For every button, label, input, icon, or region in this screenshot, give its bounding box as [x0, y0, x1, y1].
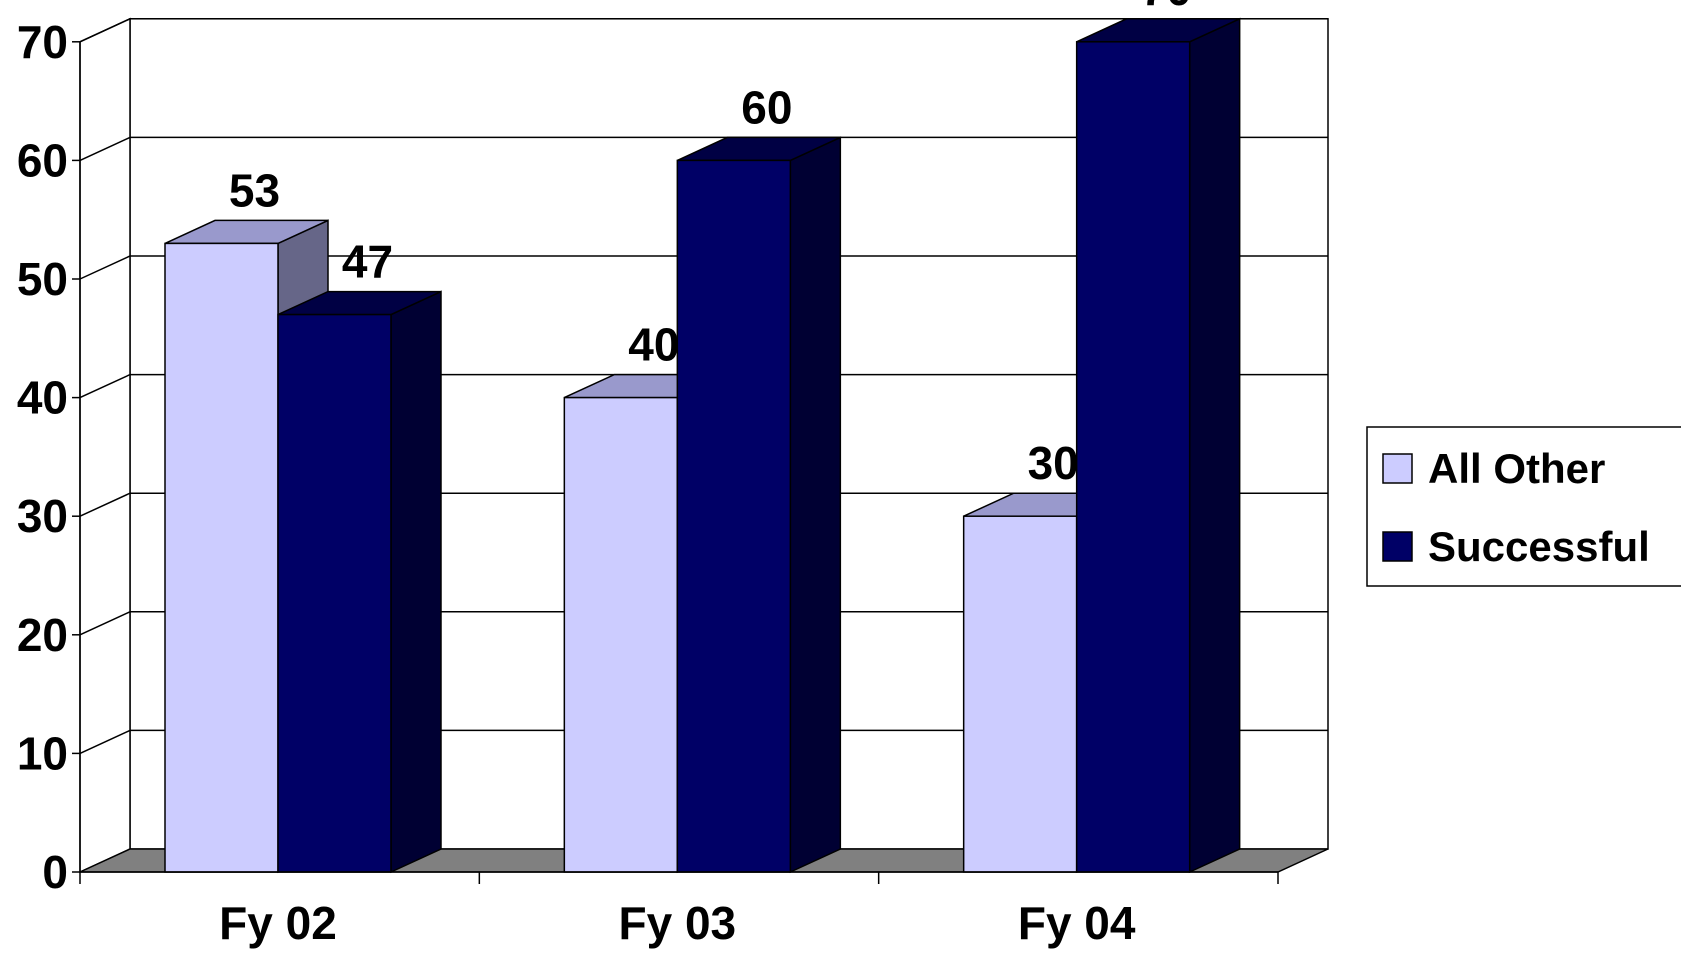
side-wall [79, 17, 131, 874]
legend-swatch-all-other [1382, 453, 1413, 484]
legend-label-all-other: All Other [1428, 445, 1605, 492]
legend-label-successful: Successful [1428, 523, 1650, 570]
bar-successful-fy-03 [676, 136, 842, 874]
gridline [79, 255, 1328, 280]
bar-front [676, 159, 792, 873]
bar-front [563, 396, 679, 873]
y-tick-label: 10 [17, 727, 68, 779]
gridline [79, 492, 1328, 517]
y-tick-label: 40 [17, 372, 68, 424]
bar-front [277, 313, 392, 873]
gridline [79, 18, 1328, 43]
y-tick-label: 20 [17, 609, 68, 661]
y-tick-label: 30 [17, 490, 68, 542]
data-label-all-other-fy-03: 40 [628, 319, 679, 371]
data-label-successful-fy-03: 60 [741, 81, 792, 133]
legend-swatch-successful [1382, 531, 1413, 562]
gridline [79, 729, 1328, 755]
legend: All Other Successful [1366, 426, 1681, 587]
gridline [79, 136, 1328, 162]
y-tick-label: 70 [17, 16, 68, 68]
bar-front [164, 242, 279, 873]
data-label-all-other-fy-04: 30 [1028, 437, 1079, 489]
legend-box [1366, 426, 1681, 587]
bar-side [390, 290, 442, 874]
y-tick-label: 60 [17, 134, 68, 186]
data-label-successful-fy-02: 47 [342, 236, 393, 288]
bar-side [1188, 17, 1241, 874]
x-tick-label-fy-03: Fy 03 [619, 897, 737, 949]
bar-successful-fy-02 [277, 290, 442, 874]
gridline [79, 611, 1328, 636]
bar-successful-fy-04 [1075, 17, 1241, 874]
bar-front [1075, 41, 1191, 873]
data-label-successful-fy-04: 70 [1141, 0, 1192, 15]
x-axis: Fy 02 Fy 03 Fy 04 [79, 871, 1279, 949]
gridline [79, 373, 1328, 399]
bar-side [789, 136, 842, 874]
y-axis: 0 10 20 30 40 50 60 70 [17, 16, 81, 898]
x-tick-label-fy-02: Fy 02 [219, 897, 337, 949]
data-label-all-other-fy-02: 53 [229, 164, 280, 216]
data-labels: 53 47 40 60 30 70 [229, 0, 1192, 489]
x-tick-label-fy-04: Fy 04 [1018, 897, 1136, 949]
gridlines [79, 18, 1328, 755]
y-tick-label: 50 [17, 253, 68, 305]
bar-front [962, 515, 1078, 873]
y-tick-label: 0 [42, 846, 68, 898]
